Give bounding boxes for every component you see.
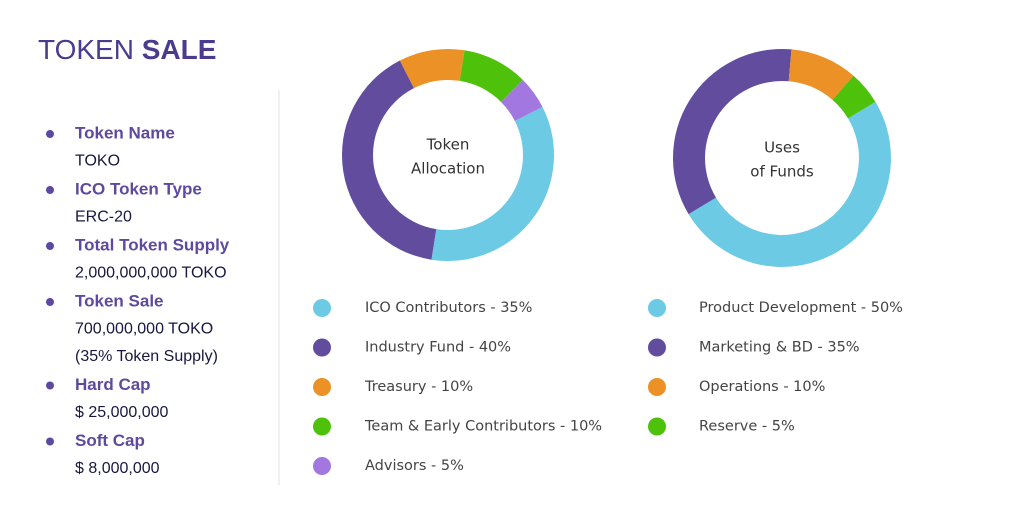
bullet <box>46 186 54 194</box>
legend-label: Team & Early Contributors - 10% <box>364 419 602 435</box>
bullet <box>46 381 54 390</box>
legend-label: Operations - 10% <box>699 379 825 395</box>
donut-slice <box>501 80 543 121</box>
donut-slice <box>341 60 437 260</box>
list-value: TOKO <box>75 153 120 170</box>
donut-slice <box>673 49 792 215</box>
legend-marker <box>648 299 666 317</box>
bullet <box>46 130 54 138</box>
legend-label: Advisors - 5% <box>365 458 464 474</box>
legend-label: Treasury - 10% <box>364 379 473 395</box>
center-label: of Funds <box>750 163 814 181</box>
list-label: ICO Token Type <box>75 179 202 198</box>
donut-slice <box>431 106 555 262</box>
donut-slice <box>832 75 876 119</box>
legend-marker <box>313 417 331 436</box>
donut-slice <box>459 50 523 102</box>
list-value: ERC-20 <box>75 209 132 226</box>
list-value: $ 25,000,000 <box>75 404 169 421</box>
center-label: Token <box>426 136 470 154</box>
legend-label: Industry Fund - 40% <box>365 340 511 356</box>
donut-slice <box>788 49 854 100</box>
list-value: (35% Token Supply) <box>75 348 218 365</box>
bullet <box>46 242 54 250</box>
legend-marker <box>648 378 666 396</box>
legend-marker <box>648 338 666 357</box>
legend-marker <box>313 457 331 475</box>
bullet <box>46 437 54 446</box>
list-value: 700,000,000 TOKO <box>75 321 213 338</box>
legend-marker <box>313 338 331 357</box>
list-value: 2,000,000,000 TOKO <box>75 265 227 282</box>
legend-marker <box>313 378 331 396</box>
list-label: Token Sale <box>75 291 164 310</box>
legend-label: Marketing & BD - 35% <box>699 340 860 356</box>
legend-marker <box>313 299 331 317</box>
donut-slice <box>399 48 465 89</box>
center-label: Uses <box>764 139 800 157</box>
bullet <box>46 298 54 306</box>
center-label: Allocation <box>411 160 485 178</box>
title-part: TOKEN <box>38 34 134 65</box>
title: TOKEN SALE <box>38 34 216 65</box>
list-label: Token Name <box>75 123 175 142</box>
list-label: Soft Cap <box>75 431 145 450</box>
legend-label: ICO Contributors - 35% <box>365 300 532 316</box>
donut-slice <box>688 101 891 267</box>
list-label: Total Token Supply <box>75 235 230 254</box>
title-part: SALE <box>142 34 217 65</box>
legend-label: Product Development - 50% <box>699 300 903 316</box>
legend-marker <box>648 417 666 436</box>
legend-label: Reserve - 5% <box>699 419 795 435</box>
list-value: $ 8,000,000 <box>75 460 160 477</box>
list-label: Hard Cap <box>75 375 151 394</box>
